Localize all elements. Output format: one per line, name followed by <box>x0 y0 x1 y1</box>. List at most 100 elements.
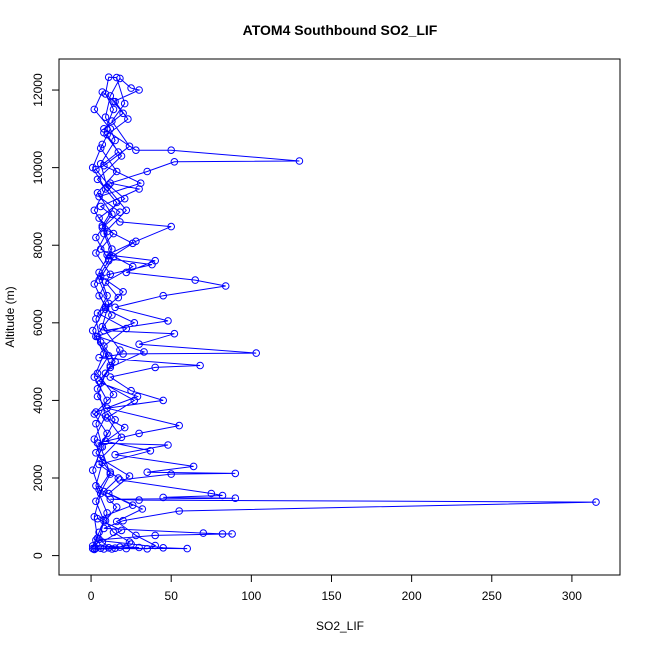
data-point <box>96 272 105 281</box>
data-point <box>146 447 155 455</box>
data-point <box>111 416 119 424</box>
data-point <box>159 291 167 300</box>
y-tick-label: 4000 <box>31 387 45 414</box>
x-tick-label: 100 <box>241 589 261 603</box>
data-point <box>88 326 97 335</box>
data-point <box>111 136 119 145</box>
data-point <box>252 349 261 357</box>
data-point <box>93 309 102 317</box>
data-point <box>128 262 137 271</box>
data-point <box>90 206 99 215</box>
data-point <box>108 545 116 553</box>
x-tick-label: 300 <box>562 589 582 603</box>
data-point <box>135 429 143 438</box>
y-tick-label: 10000 <box>31 151 45 185</box>
data-point <box>101 278 110 286</box>
data-point <box>93 189 102 197</box>
data-point <box>106 179 115 187</box>
data-point <box>116 208 124 216</box>
data-point <box>218 530 227 538</box>
data-point <box>116 543 124 551</box>
data-point <box>189 462 198 471</box>
data-point <box>93 369 102 378</box>
data-point <box>98 222 107 230</box>
data-point <box>88 466 97 475</box>
data-point <box>90 105 99 114</box>
data-point <box>95 291 103 300</box>
data-point <box>101 437 110 446</box>
data-point <box>106 125 115 133</box>
data-point <box>96 454 105 463</box>
data-point <box>231 469 240 478</box>
data-point <box>103 509 111 517</box>
data-point <box>164 317 172 325</box>
data-point <box>128 239 137 248</box>
data-point <box>108 117 116 125</box>
x-tick-label: 50 <box>165 589 179 603</box>
data-point <box>218 491 227 500</box>
data-point <box>108 245 116 253</box>
data-point <box>122 324 131 333</box>
y-tick-label: 2000 <box>31 464 45 491</box>
data-point <box>92 408 100 416</box>
data-point <box>167 222 175 231</box>
data-point <box>92 233 100 242</box>
data-point <box>138 505 147 513</box>
data-point <box>101 412 110 420</box>
data-point <box>170 158 179 166</box>
data-point <box>151 541 159 550</box>
data-point <box>170 329 179 338</box>
data-point <box>92 332 100 341</box>
data-point <box>125 472 134 480</box>
data-point <box>127 386 135 395</box>
data-point <box>98 224 107 232</box>
data-point <box>95 485 103 494</box>
data-point <box>101 305 110 314</box>
data-point <box>111 450 119 459</box>
data-point <box>96 245 105 253</box>
data-point <box>98 88 107 96</box>
data-point <box>101 369 110 378</box>
data-point <box>120 99 129 108</box>
data-point <box>196 361 204 370</box>
data-point <box>114 148 123 156</box>
data-point <box>125 538 134 546</box>
data-point <box>95 214 103 222</box>
data-point <box>92 497 100 506</box>
data-point <box>95 377 103 385</box>
data-point <box>104 73 113 81</box>
data-point <box>112 517 121 526</box>
data-point <box>132 531 140 540</box>
data-point <box>95 353 103 362</box>
data-point <box>103 404 111 413</box>
data-point <box>125 142 134 151</box>
data-point <box>231 494 240 503</box>
x-tick-label: 150 <box>321 589 341 603</box>
x-tick-label: 0 <box>88 589 95 603</box>
data-point <box>90 435 99 444</box>
data-point <box>106 363 115 372</box>
data-point <box>116 476 124 484</box>
data-point <box>159 396 167 405</box>
data-point <box>136 179 145 187</box>
data-point <box>143 468 151 477</box>
x-axis: 0 50 100 150 200 250 300 <box>88 574 582 603</box>
data-point <box>93 175 102 184</box>
data-point <box>111 303 119 312</box>
data-point <box>112 198 121 207</box>
data-point <box>101 303 110 312</box>
data-point <box>127 84 135 92</box>
data-point <box>135 340 143 349</box>
data-point <box>93 385 102 393</box>
y-axis: 0 2000 4000 6000 8000 10000 12000 <box>31 73 60 559</box>
data-point <box>101 185 110 193</box>
data-point <box>130 396 139 405</box>
data-point <box>106 373 115 381</box>
data-point <box>103 396 111 405</box>
data-point <box>120 194 129 203</box>
data-point <box>101 113 110 121</box>
data-point <box>90 513 99 521</box>
data-point <box>103 130 111 139</box>
data-point <box>167 470 175 478</box>
